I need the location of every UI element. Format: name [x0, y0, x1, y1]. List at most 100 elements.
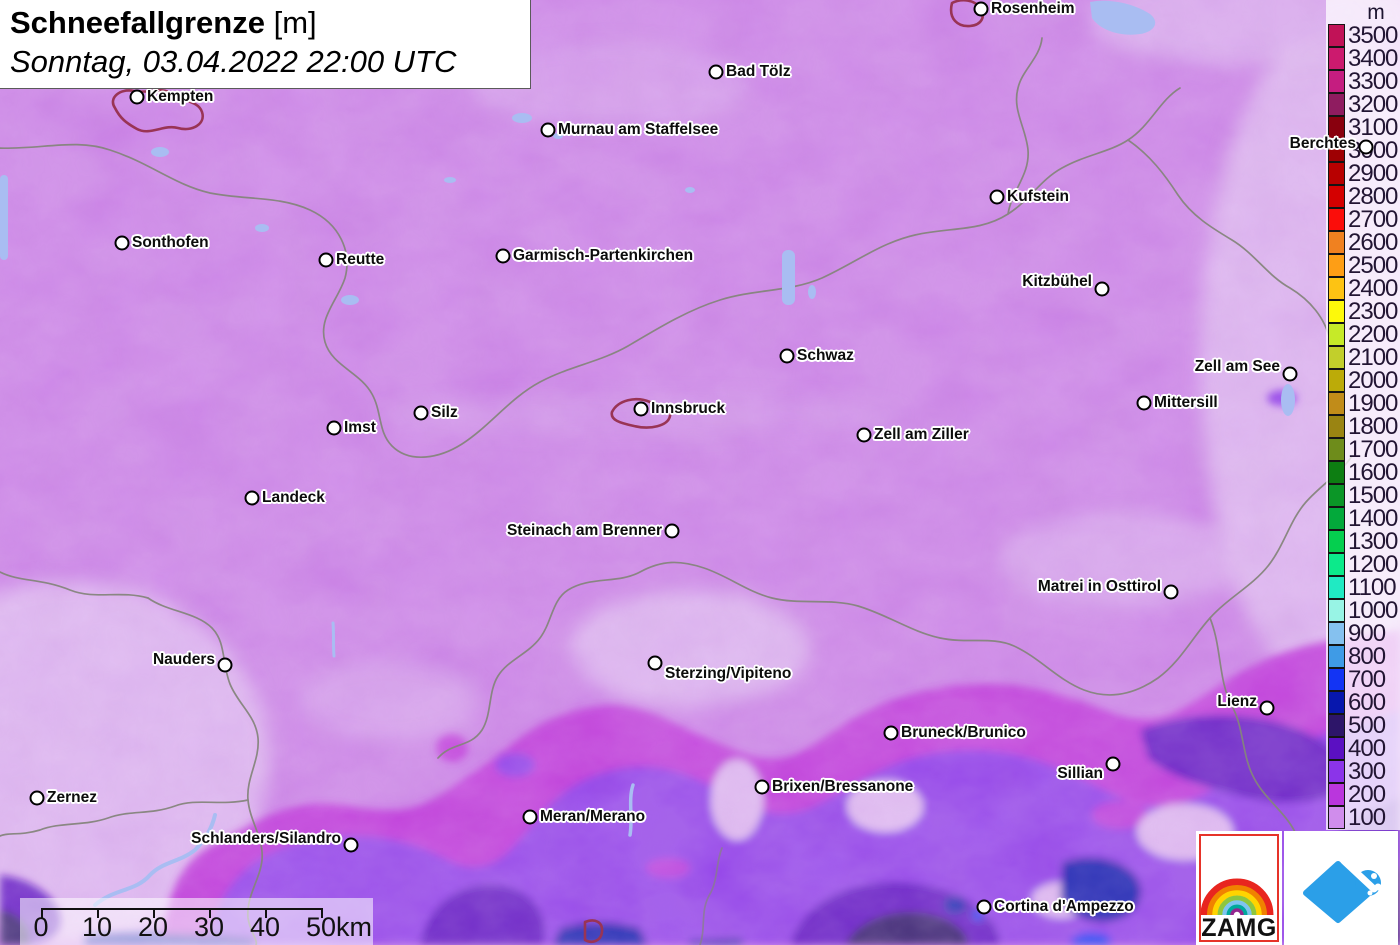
- legend-swatch: [1328, 116, 1345, 139]
- scale-bar-tick: [41, 908, 43, 918]
- legend-swatch: [1328, 645, 1345, 668]
- legend-swatch: [1328, 300, 1345, 323]
- map-subtitle: Sonntag, 03.04.2022 22:00 UTC: [10, 44, 457, 79]
- legend-swatch: [1328, 576, 1345, 599]
- legend-swatch: [1328, 208, 1345, 231]
- legend-value: 1900: [1348, 390, 1398, 417]
- legend-value: 3100: [1348, 114, 1398, 141]
- legend-swatch: [1328, 553, 1345, 576]
- title-main: Schneefallgrenze: [10, 5, 265, 40]
- legend-swatch: [1328, 737, 1345, 760]
- color-legend: m 3500 3400 3300 3200 3100 3000 2900 2800 2700 26…: [1326, 0, 1400, 830]
- legend-value: 3000: [1348, 137, 1398, 164]
- scale-bar: 0 10 20 30 40 50km: [20, 898, 373, 945]
- city-label: Silz: [431, 404, 458, 421]
- legend-row: 2300: [1326, 298, 1400, 325]
- scale-bar-label: 10: [81, 912, 113, 942]
- city-label: Matrei in Osttirol: [1037, 578, 1161, 595]
- city-dot-icon: [129, 89, 145, 105]
- city-dot-icon: [1259, 700, 1275, 716]
- city-dot-icon: [708, 64, 724, 80]
- legend-row: 600: [1326, 691, 1400, 715]
- legend-row: 1800: [1326, 415, 1400, 439]
- legend-row: 1600: [1326, 461, 1400, 485]
- legend-value: 800: [1348, 643, 1386, 670]
- city-label: Reutte: [336, 251, 385, 268]
- zamg-logo-frame: [1199, 834, 1279, 942]
- city-boundaries: [111, 0, 984, 944]
- city-dot-icon: [114, 235, 130, 251]
- city-dot-icon: [495, 248, 511, 264]
- city-dot-icon: [1105, 756, 1121, 772]
- legend-swatch: [1328, 714, 1345, 737]
- legend-value: 2800: [1348, 183, 1398, 210]
- legend-value: 900: [1348, 620, 1386, 647]
- city-dot-icon: [522, 809, 538, 825]
- legend-row: 700: [1326, 668, 1400, 692]
- legend-row: 1400: [1326, 505, 1400, 532]
- legend-row: 100: [1326, 806, 1400, 830]
- legend-row: 2800: [1326, 183, 1400, 210]
- legend-row: 500: [1326, 714, 1400, 738]
- legend-value: 2300: [1348, 298, 1398, 325]
- legend-swatch: [1328, 783, 1345, 806]
- city-dot-icon: [989, 189, 1005, 205]
- city-label: Lienz: [1217, 693, 1257, 710]
- city-label: Landeck: [262, 489, 325, 506]
- scale-bar-label: 40: [249, 912, 281, 942]
- legend-row: 200: [1326, 783, 1400, 807]
- rivers-lakes: [0, 0, 1295, 907]
- city-dot-icon: [343, 837, 359, 853]
- legend-row: 3300: [1326, 70, 1400, 94]
- city-dot-icon: [244, 490, 260, 506]
- city-dot-icon: [633, 401, 649, 417]
- legend-row: 300: [1326, 758, 1400, 785]
- city-dot-icon: [29, 790, 45, 806]
- legend-value: 1400: [1348, 505, 1398, 532]
- legend-swatch: [1328, 392, 1345, 415]
- legend-value: 3400: [1348, 45, 1398, 72]
- legend-value: 2400: [1348, 275, 1398, 302]
- partner-logo: [1284, 831, 1398, 945]
- legend-row: 2600: [1326, 231, 1400, 255]
- zamg-logo-text: ZAMG: [1201, 914, 1277, 942]
- legend-row: 800: [1326, 643, 1400, 670]
- legend-swatch: [1328, 254, 1345, 277]
- legend-row: 1000: [1326, 597, 1400, 624]
- city-label: Zell am Ziller: [874, 426, 969, 443]
- legend-swatch: [1328, 760, 1345, 783]
- title-unit: [m]: [273, 5, 317, 40]
- legend-row: 3000: [1326, 137, 1400, 164]
- legend-row: 2500: [1326, 252, 1400, 279]
- legend-value: 1500: [1348, 482, 1398, 509]
- scale-bar-label: 20: [137, 912, 169, 942]
- legend-value: 2900: [1348, 160, 1398, 187]
- legend-row: 3100: [1326, 114, 1400, 141]
- legend-swatch: [1328, 622, 1345, 645]
- legend-row: 400: [1326, 737, 1400, 761]
- city-label: Kempten: [147, 88, 214, 105]
- city-label: Schwaz: [797, 347, 854, 364]
- legend-row: 1900: [1326, 390, 1400, 417]
- city-dot-icon: [318, 252, 334, 268]
- legend-swatch: [1328, 369, 1345, 392]
- city-label: Sonthofen: [132, 234, 209, 251]
- city-label: Murnau am Staffelsee: [558, 121, 719, 138]
- legend-value: 1000: [1348, 597, 1398, 624]
- legend-value: 300: [1348, 758, 1386, 785]
- legend-swatch: [1328, 346, 1345, 369]
- city-dot-icon: [1136, 395, 1152, 411]
- scale-bar-label: 30: [193, 912, 225, 942]
- legend-value: 2500: [1348, 252, 1398, 279]
- legend-swatch: [1328, 806, 1345, 829]
- city-dot-icon: [883, 725, 899, 741]
- legend-swatch: [1328, 691, 1345, 714]
- legend-row: 2100: [1326, 346, 1400, 370]
- legend-swatch: [1328, 139, 1345, 162]
- legend-row: 2900: [1326, 160, 1400, 187]
- legend-swatch: [1328, 93, 1345, 116]
- city-dot-icon: [779, 348, 795, 364]
- legend-value: 1300: [1348, 528, 1398, 555]
- city-dot-icon: [1358, 139, 1374, 155]
